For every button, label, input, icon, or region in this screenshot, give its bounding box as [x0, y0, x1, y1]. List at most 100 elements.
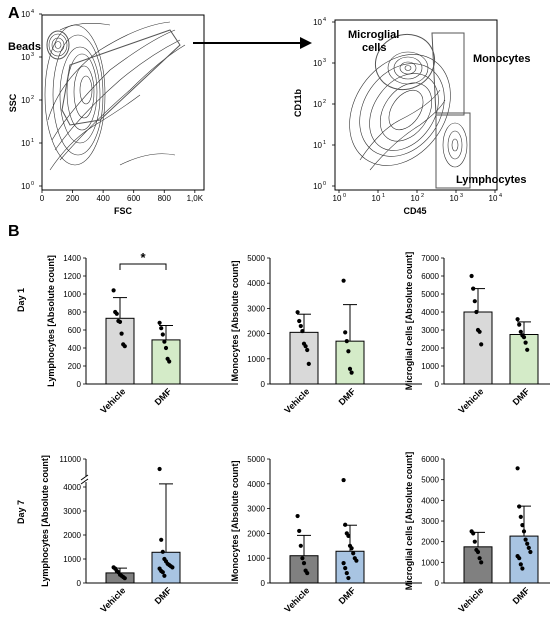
data-point: [341, 278, 346, 283]
y-tick-label: 4000: [247, 480, 265, 489]
flow-plot-2-y-tick-exp: 4: [323, 17, 326, 23]
data-point: [518, 514, 523, 519]
y-tick-label: 400: [68, 344, 82, 353]
flow-plot-1-x-tick-label: 800: [158, 194, 172, 203]
x-tick-label: Vehicle: [282, 386, 311, 415]
data-point: [301, 561, 307, 566]
axis-break-gap: [82, 476, 90, 482]
bar-vehicle: [463, 311, 493, 385]
data-point: [471, 531, 476, 536]
flow-plot-2-y-tick-exp: 0: [323, 181, 326, 187]
x-tick-label: DMF: [337, 386, 358, 407]
y-tick-label: 0: [261, 380, 266, 389]
beads-gate: [46, 30, 70, 60]
y-tick-label: 3000: [63, 507, 81, 516]
flow-plot-2-x-tick-exp: 2: [421, 193, 424, 199]
panel-label-b: B: [8, 223, 20, 240]
flow-plot-2-y-tick-label: 10: [313, 18, 322, 27]
data-point: [297, 528, 302, 534]
flow-plot-1-x-tick-label: 0: [40, 194, 45, 203]
data-point: [521, 335, 527, 340]
flow-plot-1-contours: [44, 21, 186, 171]
flow-plot-1-x-tick-label: 400: [96, 194, 110, 203]
data-point: [306, 361, 311, 366]
data-point: [344, 570, 349, 576]
y-tick-label: 11000: [59, 455, 81, 464]
y-tick-label: 5000: [247, 254, 265, 263]
significance-bracket: [119, 263, 167, 270]
bar-chart-c3: 0 1000 2000 3000 4000 5000 6000 7000 Microglial …: [404, 252, 550, 415]
y-tick-label: 2000: [247, 529, 265, 538]
flow-plot-2-xlabel: CD45: [403, 206, 426, 216]
flow-plot-2-y-tick-label: 10: [313, 59, 322, 68]
flow-plot-1-y-tick-exp: 1: [31, 138, 34, 144]
flow-plot-1-ylabel: SSC: [8, 93, 18, 112]
data-point: [349, 546, 354, 551]
x-tick-label: DMF: [153, 386, 174, 407]
data-point: [159, 326, 164, 331]
y-tick-label: 0: [77, 579, 82, 588]
lymphocytes-gate: [435, 112, 471, 189]
data-point: [305, 570, 310, 576]
data-point: [525, 347, 530, 352]
data-point: [344, 339, 349, 344]
flow-plot-1-frame: [41, 14, 205, 191]
y-tick-label: 1000: [63, 290, 81, 299]
y-axis-label: Lymphocytes [Absolute count]: [40, 455, 50, 587]
data-point: [157, 320, 162, 325]
flow-plot-2-x-tick-label: 10: [372, 194, 381, 203]
bar-vehicle: [289, 555, 319, 584]
data-point: [347, 366, 353, 371]
gating-arrow: [193, 37, 312, 49]
y-axis-label: Microglial cells [Absolute count]: [404, 252, 414, 391]
x-tick-label: Vehicle: [456, 585, 485, 614]
bar-chart-c5: 0 1000 2000 3000 4000 5000 Monocytes [Absolute…: [230, 455, 422, 614]
flow-plot-1-x-tick-label: 600: [127, 194, 141, 203]
data-point: [528, 549, 533, 555]
axis-break-mark: [80, 478, 89, 485]
y-tick-label: 6000: [421, 455, 439, 464]
y-tick-label: 1000: [247, 554, 265, 563]
flow-plot-2-x-ticks: 10 0 10 1 10 2 10 3 10 4: [333, 190, 502, 203]
bar-charts: 0 200 400 600 800 1000 1200 1400 Lymphocytes [Ab…: [40, 250, 550, 614]
flow-plot-1-x-ticks: 0 200 400 600 800 1,0K: [40, 190, 204, 203]
x-tick-label: Vehicle: [98, 585, 127, 614]
bar-chart-c6: 0 1000 2000 3000 4000 5000 6000 Microglial cell…: [404, 452, 550, 614]
flow-plot-2-y-tick-label: 10: [313, 141, 322, 150]
flow-plot-1-y-tick-label: 10: [21, 10, 30, 19]
y-tick-label: 4000: [247, 279, 265, 288]
monocytes-gate-label: Monocytes: [473, 53, 530, 65]
y-tick-label: 1000: [63, 555, 81, 564]
data-point: [111, 288, 116, 293]
flow-plot-1-y-tick-label: 10: [21, 182, 30, 191]
flow-plot-2-x-tick-exp: 3: [460, 193, 463, 199]
data-point: [475, 549, 481, 555]
data-point: [343, 566, 348, 571]
flow-plot-1-x-tick-label: 200: [66, 194, 80, 203]
bar-chart-c2: 0 1000 2000 3000 4000 5000 Monocytes [Absolute…: [230, 254, 422, 415]
data-point: [346, 533, 351, 538]
y-tick-label: 1000: [421, 362, 439, 371]
y-axis-label: Microglial cells [Absolute count]: [404, 452, 414, 591]
flow-plot-2-x-tick-exp: 0: [343, 193, 346, 199]
data-point: [297, 318, 302, 324]
data-point: [346, 575, 351, 581]
y-tick-label: 3000: [421, 517, 439, 526]
flow-plot-2-x-tick-label: 10: [411, 194, 420, 203]
data-point: [472, 539, 477, 544]
data-point: [122, 576, 127, 581]
flow-plot-1-y-tick-label: 10: [21, 53, 30, 62]
flow-plot-2-frame: [334, 19, 498, 191]
bar-chart-c4: 0 1000 2000 3000 4000 11000 Lymphocytes [Absol…: [40, 455, 238, 614]
data-point: [474, 309, 479, 315]
data-point: [523, 340, 528, 345]
flow-plot-2-y-tick-exp: 1: [323, 140, 326, 146]
flow-plot-1-y-tick-exp: 3: [31, 52, 34, 58]
y-tick-label: 5000: [421, 476, 439, 485]
flow-plot-2-ylabel: CD11b: [293, 88, 303, 117]
data-point: [518, 329, 523, 334]
data-point: [479, 560, 484, 565]
data-point: [479, 342, 484, 347]
